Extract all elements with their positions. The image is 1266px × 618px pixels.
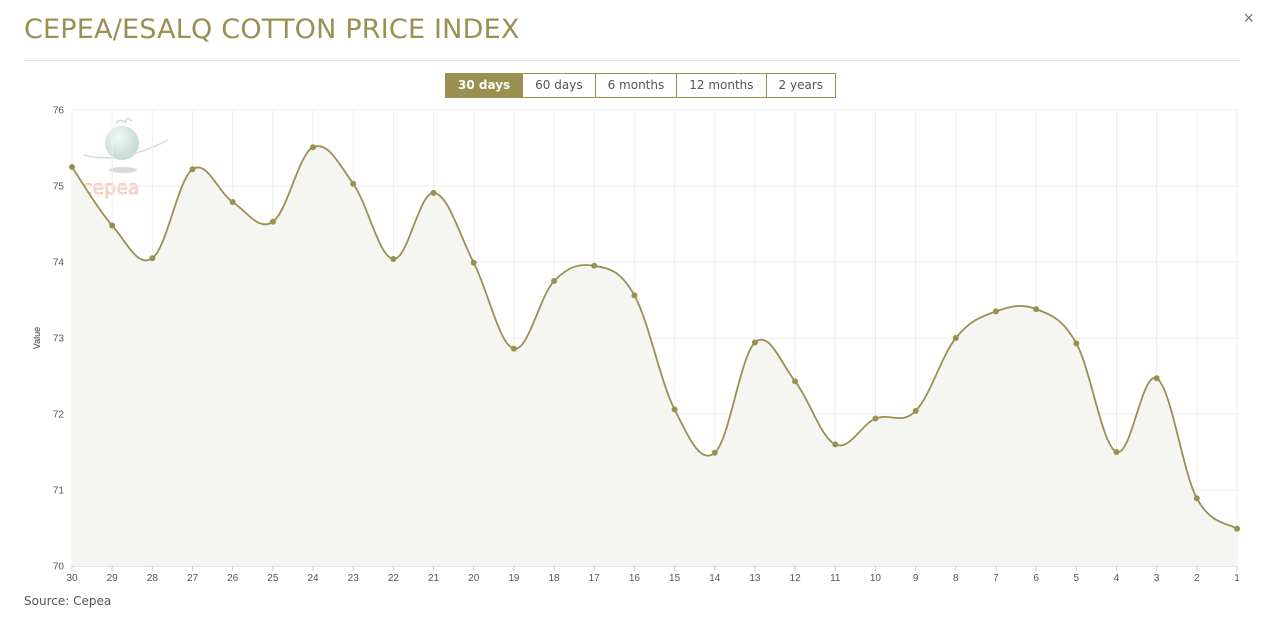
data-point[interactable] [591, 262, 598, 269]
data-point[interactable] [1153, 375, 1160, 382]
data-point[interactable] [470, 259, 477, 266]
x-tick-label: 11 [830, 573, 841, 584]
x-tick-label: 26 [227, 573, 239, 584]
x-tick-label: 12 [790, 573, 802, 584]
x-tick-label: 21 [428, 573, 440, 584]
data-point[interactable] [751, 339, 758, 346]
x-tick-label: 16 [629, 573, 641, 584]
x-tick-label: 22 [388, 573, 400, 584]
x-tick-label: 6 [1033, 573, 1039, 584]
x-tick-label: 9 [913, 573, 919, 584]
y-tick-label: 70 [53, 562, 65, 573]
y-tick-label: 75 [53, 182, 65, 193]
data-point[interactable] [671, 406, 678, 413]
range-button-60-days[interactable]: 60 days [522, 74, 595, 97]
x-tick-label: 1 [1234, 573, 1240, 584]
x-tick-label: 30 [66, 573, 78, 584]
range-button-30-days[interactable]: 30 days [446, 74, 523, 97]
x-tick-label: 18 [549, 573, 561, 584]
data-point[interactable] [1073, 340, 1080, 347]
x-tick-label: 23 [348, 573, 360, 584]
title-divider [24, 60, 1240, 61]
close-icon[interactable]: × [1243, 8, 1254, 28]
data-point[interactable] [109, 222, 116, 229]
data-point[interactable] [69, 164, 75, 170]
data-point[interactable] [792, 378, 799, 385]
x-tick-label: 28 [147, 573, 159, 584]
source-note: Source: Cepea [24, 594, 112, 608]
cepea-logo: cepea [82, 116, 169, 199]
data-point[interactable] [510, 345, 517, 352]
x-tick-label: 10 [870, 573, 882, 584]
data-point[interactable] [310, 144, 317, 151]
x-tick-label: 3 [1154, 573, 1160, 584]
data-point[interactable] [229, 198, 236, 205]
x-tick-label: 19 [508, 573, 520, 584]
data-point[interactable] [551, 278, 558, 284]
page-title: CEPEA/ESALQ COTTON PRICE INDEX [24, 14, 520, 45]
y-tick-label: 76 [53, 106, 65, 117]
data-point[interactable] [952, 335, 959, 341]
y-tick-label: 73 [53, 334, 65, 345]
data-point[interactable] [992, 308, 999, 315]
x-tick-label: 13 [749, 573, 761, 584]
data-point[interactable] [711, 449, 718, 456]
data-point[interactable] [1033, 306, 1040, 313]
y-tick-label: 72 [53, 410, 65, 421]
data-point[interactable] [390, 255, 397, 262]
data-point[interactable] [149, 255, 156, 262]
x-tick-label: 8 [953, 573, 959, 584]
data-point[interactable] [269, 218, 276, 225]
x-tick-label: 17 [589, 573, 601, 584]
y-axis-label: Value [32, 327, 42, 349]
data-point[interactable] [912, 407, 919, 414]
x-tick-label: 27 [187, 573, 199, 584]
x-tick-label: 2 [1194, 573, 1200, 584]
data-point[interactable] [832, 441, 839, 448]
range-button-2-years[interactable]: 2 years [765, 74, 836, 97]
data-point[interactable] [1113, 449, 1120, 455]
range-button-12-months[interactable]: 12 months [676, 74, 766, 97]
x-tick-label: 4 [1114, 573, 1120, 584]
x-tick-label: 14 [709, 573, 721, 584]
y-tick-label: 71 [53, 486, 65, 497]
logo-text: cepea [82, 177, 140, 199]
x-tick-label: 5 [1074, 573, 1080, 584]
x-tick-label: 20 [468, 573, 480, 584]
range-button-6-months[interactable]: 6 months [594, 74, 677, 97]
x-tick-label: 25 [267, 573, 279, 584]
y-tick-label: 74 [53, 258, 65, 269]
x-tick-label: 7 [993, 573, 999, 584]
data-point[interactable] [1234, 525, 1240, 532]
data-point[interactable] [189, 166, 196, 173]
x-tick-label: 24 [307, 573, 319, 584]
data-point[interactable] [631, 292, 638, 299]
series-area [72, 146, 1237, 566]
data-point[interactable] [872, 415, 879, 422]
x-tick-label: 29 [107, 573, 119, 584]
data-point[interactable] [430, 189, 437, 196]
x-tick-label: 15 [669, 573, 681, 584]
data-point[interactable] [350, 180, 357, 187]
range-selector: 30 days 60 days 6 months 12 months 2 years [445, 73, 837, 98]
data-point[interactable] [1193, 495, 1200, 502]
